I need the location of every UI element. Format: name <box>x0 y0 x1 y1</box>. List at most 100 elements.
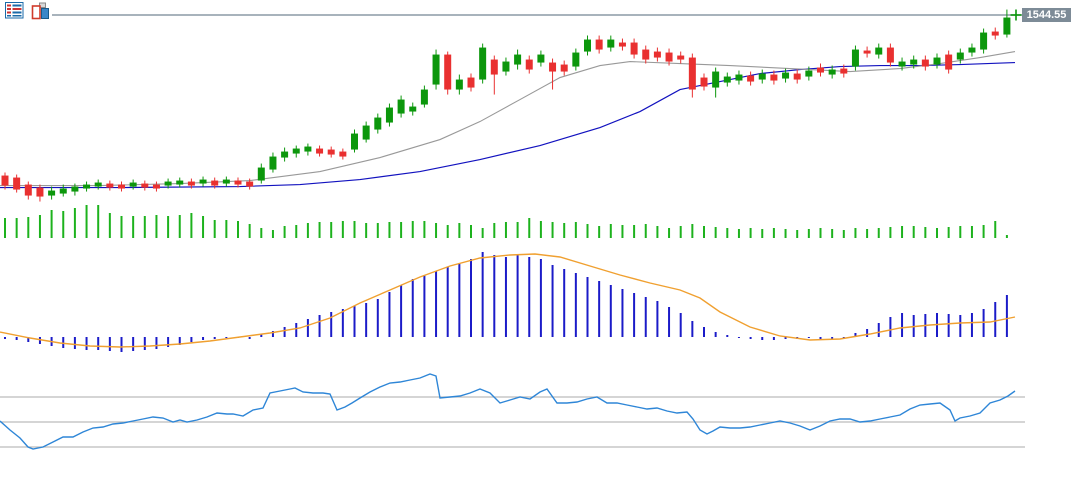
candle-down <box>595 39 603 50</box>
oscillator-pane <box>0 373 1025 450</box>
candle-up <box>956 52 964 60</box>
candle-down <box>36 187 44 197</box>
candle-up <box>723 76 731 83</box>
candle-up <box>898 61 906 67</box>
candle-down <box>106 183 114 188</box>
candle-up <box>584 39 591 52</box>
candle-up <box>176 180 184 185</box>
candle-up <box>607 39 615 48</box>
candle-down <box>444 54 452 90</box>
candle-up <box>910 59 918 65</box>
candle-up <box>222 179 230 184</box>
candle-up <box>735 74 743 81</box>
chart-type-icon <box>31 2 49 20</box>
candle-up <box>304 146 312 152</box>
macd-signal-line <box>0 253 1016 348</box>
candle-up <box>269 156 277 170</box>
candle-down <box>141 183 149 188</box>
candle-up <box>851 49 859 67</box>
candle-down <box>118 184 125 189</box>
candle-down <box>246 181 254 187</box>
candle-down <box>817 67 824 73</box>
candle-up <box>828 69 836 75</box>
candle-up <box>479 47 487 80</box>
candle-down <box>327 149 335 155</box>
candle-down <box>24 184 32 196</box>
candle-down <box>665 52 673 62</box>
candle-down <box>13 177 21 190</box>
candle-up <box>71 186 79 192</box>
candle-up <box>514 54 522 65</box>
candle-up <box>362 125 370 140</box>
candle-down <box>1 175 9 186</box>
candle-down <box>339 151 347 157</box>
candle-down <box>234 180 242 185</box>
candle-up <box>537 54 545 63</box>
candle-up <box>572 52 580 67</box>
volume-pane <box>4 205 1008 238</box>
candle-up <box>292 148 300 154</box>
candle-down <box>863 50 871 54</box>
last-price-label: 1544.55 <box>1022 8 1071 22</box>
candle-up <box>281 151 289 158</box>
candle-up <box>409 106 417 112</box>
candle-up <box>875 47 883 55</box>
candle-up <box>805 70 813 77</box>
candle-up <box>129 182 137 187</box>
candle-up <box>257 167 265 181</box>
candle-down <box>700 77 708 87</box>
candle-down <box>467 77 475 88</box>
toolbar <box>4 2 51 20</box>
candle-up <box>351 133 358 150</box>
candle-up <box>59 188 67 194</box>
candle-down <box>618 42 626 47</box>
candle-down <box>560 64 568 72</box>
candle-up <box>933 57 941 65</box>
candle-up <box>420 89 428 105</box>
candle-down <box>187 181 195 186</box>
macd-pane <box>0 252 1016 352</box>
candle-down <box>945 54 953 70</box>
candle-down <box>770 74 778 81</box>
candle-up <box>164 181 172 186</box>
ma-slow-line <box>0 61 1016 189</box>
candle-down <box>549 62 557 72</box>
candle-up <box>455 79 463 90</box>
candlestick-pane <box>0 9 1022 202</box>
candle-down <box>630 42 638 55</box>
candle-up <box>980 32 988 50</box>
candle-down <box>793 73 801 80</box>
candle-up <box>1003 17 1011 35</box>
candle-down <box>525 59 533 70</box>
candle-down <box>840 68 848 74</box>
candle-down <box>653 51 661 58</box>
candle-up <box>199 179 207 184</box>
candle-up <box>374 117 382 130</box>
candle-down <box>152 184 160 189</box>
candle-down <box>211 180 219 186</box>
chart-type-button[interactable] <box>31 2 51 20</box>
oscillator-line <box>0 373 1016 450</box>
candle-up <box>758 73 766 80</box>
candle-down <box>490 59 498 75</box>
candle-down <box>921 59 929 67</box>
candle-down <box>991 31 999 36</box>
candle-up <box>397 99 405 114</box>
candle-up <box>83 184 91 189</box>
candle-down <box>688 57 696 90</box>
quote-list-icon <box>4 2 23 19</box>
candle-down <box>642 49 650 60</box>
candle-up <box>94 182 102 187</box>
candle-down <box>316 148 324 154</box>
candle-down <box>677 55 685 60</box>
candle-up <box>385 107 393 123</box>
quote-list-button[interactable] <box>4 2 24 20</box>
candle-up <box>968 47 976 53</box>
candle-down <box>747 75 755 82</box>
candle-down <box>886 47 894 63</box>
candle-up <box>502 61 510 72</box>
candle-up <box>782 72 790 79</box>
candle-up <box>712 71 720 88</box>
candle-up <box>48 190 56 196</box>
